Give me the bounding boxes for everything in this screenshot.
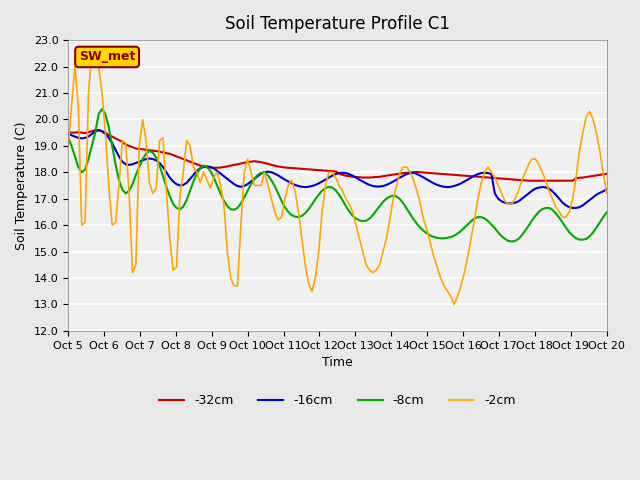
-8cm [511, 238, 519, 244]
-8cm [417, 225, 424, 230]
X-axis label: Time: Time [322, 356, 353, 369]
-16cm [582, 200, 590, 205]
-8cm [98, 106, 106, 112]
-16cm [569, 205, 577, 211]
-32cm [92, 127, 99, 133]
-32cm [508, 177, 516, 182]
Y-axis label: Soil Temperature (C): Soil Temperature (C) [15, 121, 28, 250]
-2cm [176, 193, 184, 199]
-32cm [365, 175, 373, 180]
Text: SW_met: SW_met [79, 50, 135, 63]
-16cm [508, 201, 516, 206]
-8cm [64, 135, 72, 141]
Line: -8cm: -8cm [68, 109, 607, 241]
Line: -16cm: -16cm [68, 130, 607, 208]
-32cm [176, 155, 184, 161]
-16cm [176, 182, 184, 188]
-32cm [603, 171, 611, 177]
-2cm [365, 267, 373, 273]
-8cm [582, 236, 590, 242]
-8cm [603, 210, 611, 216]
-2cm [582, 114, 590, 120]
-8cm [508, 239, 516, 244]
Title: Soil Temperature Profile C1: Soil Temperature Profile C1 [225, 15, 450, 33]
-2cm [220, 201, 228, 207]
-2cm [603, 191, 611, 196]
-2cm [511, 196, 519, 202]
-16cm [64, 131, 72, 137]
-8cm [220, 198, 228, 204]
-8cm [176, 206, 184, 212]
-16cm [95, 127, 102, 133]
-2cm [417, 201, 424, 207]
-8cm [365, 216, 373, 221]
-32cm [417, 169, 424, 175]
-2cm [451, 301, 458, 307]
-32cm [525, 178, 532, 183]
-2cm [64, 143, 72, 149]
-16cm [365, 182, 373, 188]
-16cm [603, 187, 611, 192]
-32cm [64, 130, 72, 135]
-16cm [220, 173, 228, 179]
-32cm [582, 174, 590, 180]
-2cm [88, 50, 96, 56]
Line: -2cm: -2cm [68, 53, 607, 304]
-32cm [220, 164, 228, 170]
Legend: -32cm, -16cm, -8cm, -2cm: -32cm, -16cm, -8cm, -2cm [154, 389, 521, 412]
Line: -32cm: -32cm [68, 130, 607, 180]
-16cm [417, 173, 424, 179]
